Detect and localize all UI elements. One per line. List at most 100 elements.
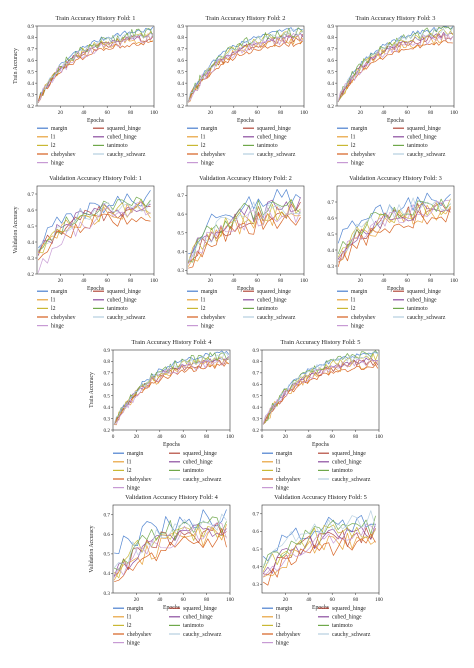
series-line-chebyshev xyxy=(263,533,376,586)
legend-label: chebyshev xyxy=(201,152,226,158)
legend-item: cauchy_schwarz xyxy=(318,632,371,638)
y-tick-label: 0.3 xyxy=(253,582,260,588)
x-tick-label: 40 xyxy=(231,110,237,116)
series-line-hinge xyxy=(37,33,154,103)
legend-label: squared_hinge xyxy=(107,126,141,132)
series-line-chebyshev xyxy=(188,212,301,269)
series-line-l1 xyxy=(262,360,379,425)
series-line-l2 xyxy=(187,30,303,103)
legend-item: hinge xyxy=(187,160,214,166)
legend-label: cubed_hinge xyxy=(183,460,213,466)
legend-label: tanimoto xyxy=(183,623,204,629)
legend-item: cauchy_schwarz xyxy=(93,152,146,158)
legend-label: cauchy_schwarz xyxy=(257,315,296,321)
series-line-tanimoto xyxy=(337,198,451,255)
x-tick-label: 40 xyxy=(81,278,87,284)
series-line-cauchy_schwarz xyxy=(187,28,304,102)
series-line-cauchy_schwarz xyxy=(113,513,227,569)
legend-item: margin xyxy=(262,606,292,612)
legend-label: margin xyxy=(351,289,367,295)
legend-label: cauchy_schwarz xyxy=(183,632,222,638)
legend-label: hinge xyxy=(51,160,64,166)
plot-frame xyxy=(36,185,155,275)
legend-label: l1 xyxy=(127,615,132,621)
legend-item: hinge xyxy=(37,160,64,166)
y-tick-label: 0.5 xyxy=(328,70,335,76)
x-tick-label: 80 xyxy=(204,597,210,603)
legend-item: chebyshev xyxy=(262,632,301,638)
legend-label: cauchy_schwarz xyxy=(332,477,371,483)
legend-item: hinge xyxy=(262,640,289,646)
legend-item: margin xyxy=(187,289,217,295)
legend-label: l2 xyxy=(127,468,132,474)
legend: margin squared_hinge l1 cubed_hinge l2 tanimo… xyxy=(337,289,446,329)
x-tick-label: 40 xyxy=(157,597,163,603)
legend-label: squared_hinge xyxy=(332,451,366,457)
x-tick-label: 40 xyxy=(157,434,163,440)
legend-label: l1 xyxy=(351,135,356,141)
legend-item: cauchy_schwarz xyxy=(169,477,222,483)
series-line-chebyshev xyxy=(337,207,451,267)
legend-label: margin xyxy=(351,126,367,132)
legend-label: l2 xyxy=(127,623,132,629)
legend-label: chebyshev xyxy=(276,477,301,483)
legend-item: chebyshev xyxy=(337,152,376,158)
legend-item: tanimoto xyxy=(318,623,353,629)
legend-label: tanimoto xyxy=(332,623,353,629)
y-tick-label: 0.4 xyxy=(253,405,260,411)
legend-item: squared_hinge xyxy=(93,289,141,295)
legend-label: l1 xyxy=(127,460,132,466)
legend-item: tanimoto xyxy=(393,306,428,312)
legend-item: margin xyxy=(337,126,367,132)
legend-label: cubed_hinge xyxy=(257,135,287,141)
legend-label: margin xyxy=(201,289,217,295)
legend-label: cauchy_schwarz xyxy=(257,152,296,158)
y-tick-label: 0.8 xyxy=(28,35,35,41)
x-tick-label: 60 xyxy=(255,110,261,116)
legend-label: l2 xyxy=(201,306,206,312)
legend-label: margin xyxy=(276,606,292,612)
series-line-l2 xyxy=(262,353,379,425)
legend-item: l1 xyxy=(187,135,206,141)
legend-label: squared_hinge xyxy=(183,606,217,612)
legend-item: margin xyxy=(187,126,217,132)
series-line-hinge xyxy=(187,32,303,103)
y-tick-label: 0.6 xyxy=(104,532,111,538)
legend-label: squared_hinge xyxy=(107,289,141,295)
y-tick-label: 0.7 xyxy=(253,512,260,518)
legend-label: l2 xyxy=(276,623,281,629)
series-line-l1 xyxy=(113,524,227,581)
x-tick-label: 100 xyxy=(375,597,383,603)
x-axis-label: Epochs xyxy=(87,118,105,124)
legend-label: hinge xyxy=(351,160,364,166)
x-tick-label: 0 xyxy=(112,434,115,440)
y-tick-label: 0.7 xyxy=(328,200,335,206)
y-tick-label: 0.5 xyxy=(104,552,111,558)
legend-item: cubed_hinge xyxy=(318,615,362,621)
chart-panel: 0 20 40 60 80 100 0.2 0.3 0.4 0.5 0.6 0.7 0.8 0.9 Trai… xyxy=(253,339,384,448)
x-tick-label: 80 xyxy=(428,278,434,284)
x-axis-label: Epochs xyxy=(237,118,255,124)
legend-label: l1 xyxy=(276,615,281,621)
y-tick-label: 0.5 xyxy=(28,70,35,76)
legend-label: cubed_hinge xyxy=(257,298,287,304)
y-tick-label: 0.5 xyxy=(104,394,111,400)
legend-label: tanimoto xyxy=(407,143,428,149)
x-tick-label: 80 xyxy=(204,434,210,440)
legend-item: cubed_hinge xyxy=(243,135,287,141)
legend-label: chebyshev xyxy=(127,632,152,638)
legend-item: chebyshev xyxy=(113,477,152,483)
legend: margin squared_hinge l1 cubed_hinge l2 tanimo… xyxy=(187,126,296,166)
x-tick-label: 20 xyxy=(208,278,214,284)
legend-label: squared_hinge xyxy=(257,126,291,132)
y-tick-label: 0.2 xyxy=(253,428,260,434)
series-line-cauchy_schwarz xyxy=(113,352,230,425)
legend-label: l1 xyxy=(351,298,356,304)
series-line-l2 xyxy=(38,198,151,254)
legend-item: squared_hinge xyxy=(243,126,291,132)
legend-item: l2 xyxy=(187,143,206,149)
y-tick-label: 0.8 xyxy=(253,359,260,365)
legend-item: margin xyxy=(37,126,67,132)
x-tick-label: 20 xyxy=(358,110,364,116)
legend-item: l1 xyxy=(113,615,132,621)
